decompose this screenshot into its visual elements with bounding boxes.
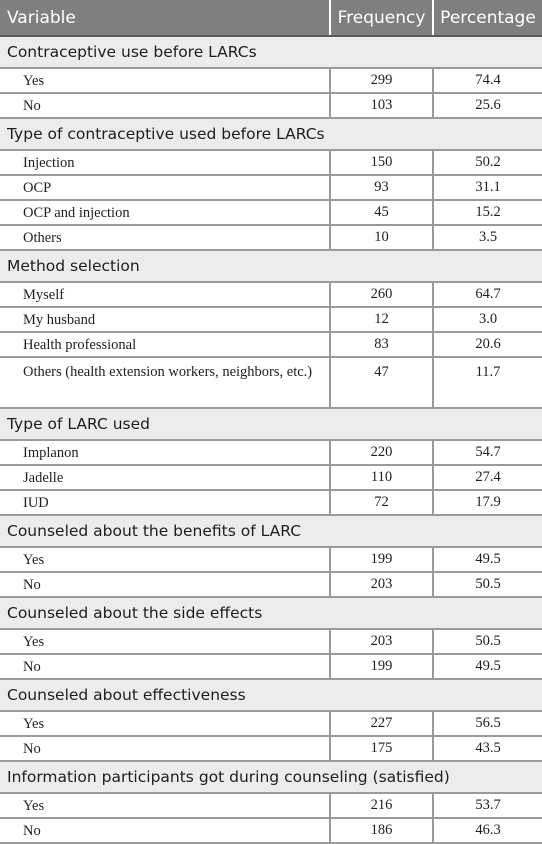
row-label: No [23, 658, 41, 675]
section-title: Method selection [0, 251, 542, 283]
header-variable: Variable [7, 7, 76, 28]
row-percentage: 27.4 [432, 466, 542, 489]
row-label: Yes [23, 72, 45, 89]
row-percentage: 43.5 [432, 737, 542, 760]
row-label: No [23, 576, 41, 593]
row-label: OCP [23, 179, 52, 196]
row-frequency: 47 [329, 358, 432, 407]
row-percentage: 46.3 [432, 819, 542, 842]
table-row: No 199 49.5 [0, 655, 542, 680]
row-percentage: 49.5 [432, 548, 542, 571]
row-percentage: 49.5 [432, 655, 542, 678]
table-row: No 203 50.5 [0, 573, 542, 598]
row-frequency: 199 [329, 548, 432, 571]
row-label: OCP and injection [23, 204, 130, 221]
row-frequency: 203 [329, 573, 432, 596]
table-row: No 175 43.5 [0, 737, 542, 762]
row-frequency: 220 [329, 441, 432, 464]
header-frequency: Frequency [329, 0, 432, 35]
section-title: Information participants got during coun… [0, 762, 542, 794]
row-label: No [23, 97, 41, 114]
table-header: Variable Frequency Percentage [0, 0, 542, 37]
table-row: Yes 216 53.7 [0, 794, 542, 819]
row-frequency: 72 [329, 491, 432, 514]
row-label: Health professional [23, 336, 137, 353]
row-label: Yes [23, 633, 45, 650]
row-label: Others (health extension workers, neighb… [23, 364, 313, 380]
table-row: Myself 260 64.7 [0, 283, 542, 308]
row-frequency: 103 [329, 94, 432, 117]
section-title: Type of LARC used [0, 409, 542, 441]
table-row: Jadelle 110 27.4 [0, 466, 542, 491]
table-row: Others 10 3.5 [0, 226, 542, 251]
row-percentage: 20.6 [432, 333, 542, 356]
row-label: Others [23, 229, 62, 246]
row-label: Myself [23, 286, 65, 303]
row-label: Jadelle [23, 469, 64, 486]
table-row: Yes 203 50.5 [0, 630, 542, 655]
row-label: No [23, 822, 41, 839]
row-percentage: 53.7 [432, 794, 542, 817]
table-row: IUD 72 17.9 [0, 491, 542, 516]
row-label: Yes [23, 797, 45, 814]
section-title: Counseled about the benefits of LARC [0, 516, 542, 548]
row-percentage: 15.2 [432, 201, 542, 224]
table-row: OCP and injection 45 15.2 [0, 201, 542, 226]
row-percentage: 56.5 [432, 712, 542, 735]
row-label: Injection [23, 154, 75, 171]
table-row: OCP 93 31.1 [0, 176, 542, 201]
header-percentage: Percentage [432, 0, 542, 35]
row-percentage: 17.9 [432, 491, 542, 514]
row-percentage: 50.5 [432, 630, 542, 653]
row-label: My husband [23, 311, 96, 328]
row-frequency: 260 [329, 283, 432, 306]
section-title: Contraceptive use before LARCs [0, 37, 542, 69]
table-row: No 186 46.3 [0, 819, 542, 844]
row-frequency: 203 [329, 630, 432, 653]
row-frequency: 12 [329, 308, 432, 331]
row-label: IUD [23, 494, 49, 511]
section-title: Counseled about the side effects [0, 598, 542, 630]
table-row: Health professional 83 20.6 [0, 333, 542, 358]
row-percentage: 11.7 [432, 358, 542, 407]
row-frequency: 175 [329, 737, 432, 760]
row-frequency: 10 [329, 226, 432, 249]
row-percentage: 3.0 [432, 308, 542, 331]
row-frequency: 299 [329, 69, 432, 92]
table-row: Injection 150 50.2 [0, 151, 542, 176]
table-row: No 103 25.6 [0, 94, 542, 119]
table-row: Yes 199 49.5 [0, 548, 542, 573]
row-frequency: 216 [329, 794, 432, 817]
table-row: Yes 227 56.5 [0, 712, 542, 737]
row-frequency: 186 [329, 819, 432, 842]
row-label: Yes [23, 715, 45, 732]
section-title: Type of contraceptive used before LARCs [0, 119, 542, 151]
row-frequency: 110 [329, 466, 432, 489]
row-percentage: 31.1 [432, 176, 542, 199]
row-frequency: 150 [329, 151, 432, 174]
row-percentage: 64.7 [432, 283, 542, 306]
row-percentage: 50.5 [432, 573, 542, 596]
row-frequency: 83 [329, 333, 432, 356]
row-percentage: 50.2 [432, 151, 542, 174]
row-frequency: 199 [329, 655, 432, 678]
row-percentage: 54.7 [432, 441, 542, 464]
row-percentage: 25.6 [432, 94, 542, 117]
table-row: My husband 12 3.0 [0, 308, 542, 333]
table-row: Implanon 220 54.7 [0, 441, 542, 466]
row-label: Yes [23, 551, 45, 568]
section-title: Counseled about effectiveness [0, 680, 542, 712]
row-frequency: 45 [329, 201, 432, 224]
row-label: No [23, 740, 41, 757]
row-percentage: 74.4 [432, 69, 542, 92]
table-row: Others (health extension workers, neighb… [0, 358, 542, 409]
row-label: Implanon [23, 444, 79, 461]
row-frequency: 93 [329, 176, 432, 199]
row-percentage: 3.5 [432, 226, 542, 249]
row-frequency: 227 [329, 712, 432, 735]
table-row: Yes 299 74.4 [0, 69, 542, 94]
